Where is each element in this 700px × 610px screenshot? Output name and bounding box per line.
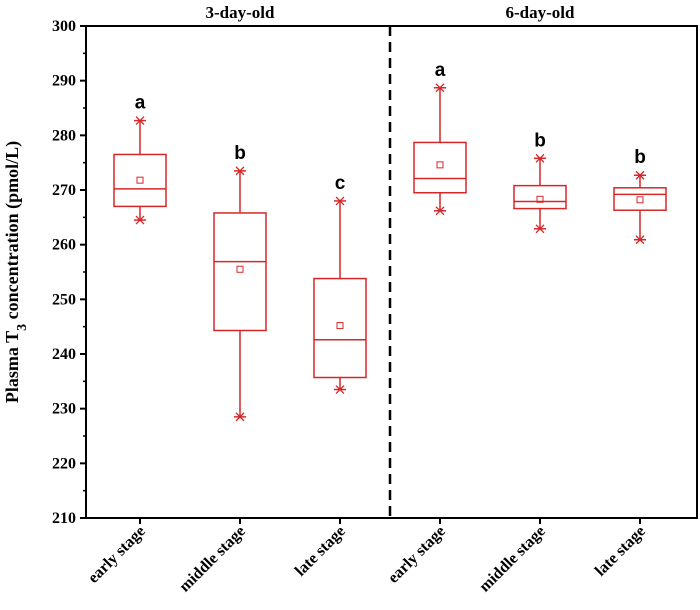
y-tick-label: 300	[52, 18, 76, 35]
x-category-label: late stage	[592, 523, 649, 580]
group-label: 6-day-old	[506, 3, 576, 22]
x-category-label: early stage	[85, 523, 149, 587]
x-category-label: middle stage	[476, 523, 549, 596]
y-tick-label: 230	[52, 401, 76, 418]
significance-label: b	[534, 130, 546, 151]
mean-marker	[136, 176, 144, 184]
plot-frame	[85, 25, 698, 519]
iqr-box	[113, 153, 167, 208]
significance-label: b	[634, 147, 646, 168]
mean-marker	[536, 195, 544, 203]
iqr-box	[413, 141, 467, 194]
significance-label: a	[435, 60, 446, 81]
mean-marker	[336, 322, 344, 330]
min-marker	[235, 412, 245, 422]
max-marker	[535, 153, 545, 163]
box-series-item: c	[313, 173, 367, 394]
min-marker	[435, 206, 445, 216]
y-tick-label: 260	[52, 237, 76, 254]
y-tick-label: 210	[52, 510, 76, 527]
max-marker	[335, 196, 345, 206]
max-marker	[635, 170, 645, 180]
iqr-box	[213, 212, 267, 332]
y-tick-label: 250	[52, 291, 76, 308]
max-marker	[135, 116, 145, 126]
max-marker	[435, 83, 445, 93]
y-tick-label: 280	[52, 127, 76, 144]
box-series-item: a	[413, 60, 467, 216]
y-axis-title: Plasma T3 concentration (pmol/L)	[2, 141, 30, 403]
iqr-box	[613, 187, 667, 211]
significance-label: a	[135, 93, 146, 114]
significance-label: b	[234, 143, 246, 164]
iqr-box	[313, 277, 367, 379]
y-tick-label: 220	[52, 455, 76, 472]
mean-marker	[636, 196, 644, 204]
mean-marker	[436, 161, 444, 169]
y-tick-label: 290	[52, 73, 76, 90]
max-marker	[235, 166, 245, 176]
x-category-label: early stage	[385, 523, 449, 587]
y-tick-label: 240	[52, 346, 76, 363]
group-label: 3-day-old	[206, 3, 276, 22]
box-series-item: b	[513, 130, 567, 234]
min-marker	[335, 385, 345, 394]
box-series-item: b	[213, 143, 267, 422]
min-marker	[535, 224, 545, 234]
min-marker	[635, 235, 645, 245]
mean-marker	[236, 265, 244, 273]
significance-label: c	[335, 173, 346, 194]
y-tick-label: 270	[52, 182, 76, 199]
y-axis-title-text: Plasma T3 concentration (pmol/L)	[2, 141, 30, 403]
x-category-label: late stage	[292, 523, 349, 580]
x-category-label: middle stage	[176, 523, 249, 596]
box-series-item: b	[613, 147, 667, 245]
box-series-item: a	[113, 93, 167, 225]
min-marker	[135, 215, 145, 225]
plot-area: 210 220 230 240 250 260 270 280 290 300 3-day-old 6…	[52, 3, 698, 596]
iqr-box	[513, 184, 567, 210]
